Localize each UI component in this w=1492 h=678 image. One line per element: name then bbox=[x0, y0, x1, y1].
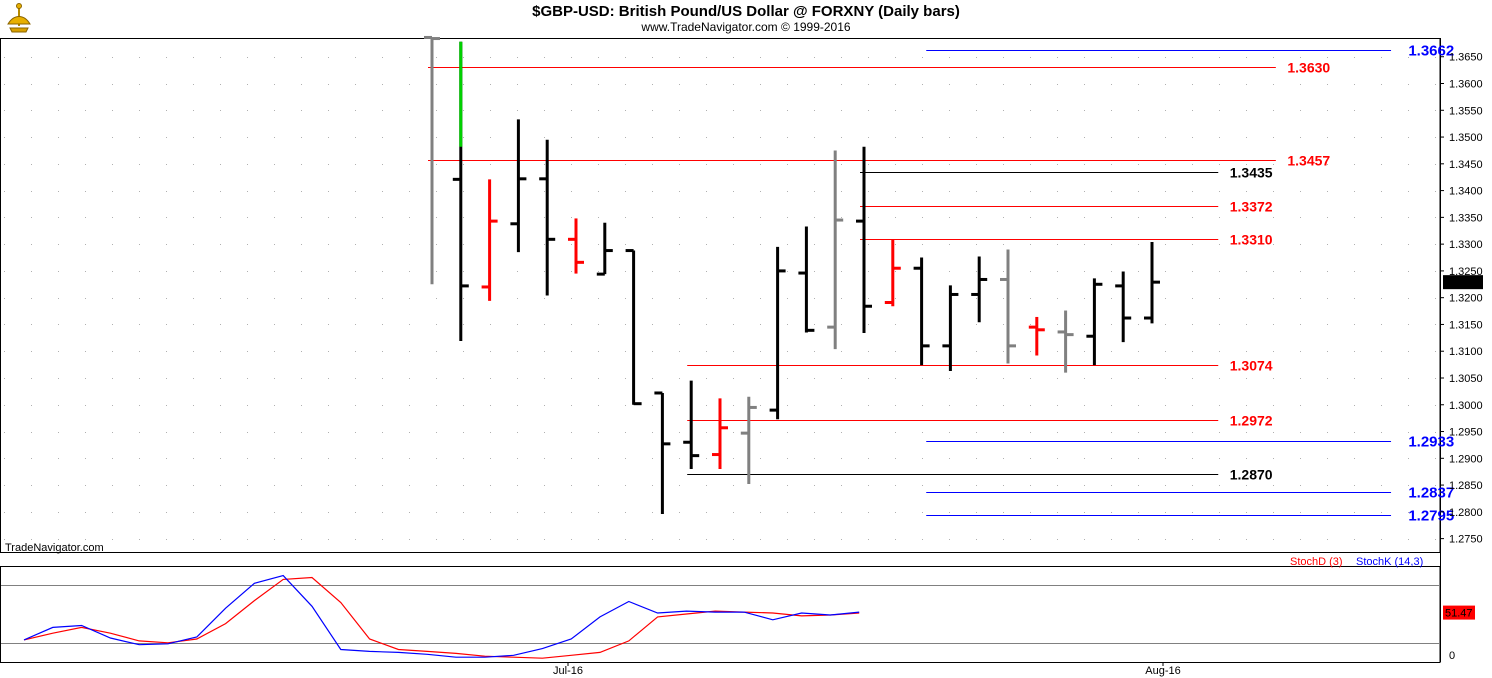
level-label: 1.3310 bbox=[1230, 232, 1273, 248]
stoch-k-line bbox=[23, 574, 860, 658]
price-tick-label: 1.2800 bbox=[1449, 507, 1483, 519]
price-tick-label: 1.3150 bbox=[1449, 319, 1483, 331]
level-label: 1.3457 bbox=[1287, 153, 1330, 169]
chart-title: $GBP-USD: British Pound/US Dollar @ FORX… bbox=[532, 3, 960, 20]
x-tick-label: Aug-16 bbox=[1145, 665, 1180, 677]
level-label: 1.2837 bbox=[1408, 485, 1454, 502]
last-price-label: 1.3229 bbox=[1445, 277, 1479, 289]
date-x-axis: Jul-16 Aug-16 bbox=[553, 662, 1181, 677]
fib-levels: 1.3662 1.3630 1.3457 1.3435 1.3372 1.3310 1.30… bbox=[428, 43, 1454, 525]
price-tick-label: 1.3650 bbox=[1449, 52, 1483, 64]
watermark-text: TradeNavigator.com bbox=[5, 542, 104, 554]
price-panel-frame bbox=[0, 38, 1441, 662]
stoch-series bbox=[23, 574, 860, 659]
trade-navigator-logo-icon bbox=[7, 3, 31, 33]
price-tick-label: 1.3000 bbox=[1449, 400, 1483, 412]
price-tick-label: 1.3100 bbox=[1449, 346, 1483, 358]
stoch-y-axis: 051.47 bbox=[1443, 605, 1475, 662]
price-tick-label: 1.3300 bbox=[1449, 239, 1483, 251]
chart-subtitle: www.TradeNavigator.com © 1999-2016 bbox=[641, 20, 851, 34]
stoch-value-label: 51.47 bbox=[1445, 608, 1473, 620]
price-tick-label: 1.2850 bbox=[1449, 480, 1483, 492]
x-tick-label: Jul-16 bbox=[553, 665, 583, 677]
stoch-panel-frame: StochD (3) StochK (14,3) bbox=[0, 556, 1441, 663]
price-tick-label: 1.2750 bbox=[1449, 534, 1483, 546]
price-y-axis: 1.3650 1.3600 1.3550 1.3500 1.3450 1.3400 1.33… bbox=[1440, 52, 1483, 546]
price-tick-label: 1.2900 bbox=[1449, 453, 1483, 465]
level-label: 1.3372 bbox=[1230, 199, 1273, 215]
stoch-tick-label: 0 bbox=[1449, 650, 1455, 662]
last-price-tag bbox=[1443, 275, 1483, 290]
level-label: 1.3630 bbox=[1287, 60, 1330, 76]
stoch-d-line bbox=[23, 576, 860, 659]
price-tick-label: 1.2950 bbox=[1449, 427, 1483, 439]
price-tick-label: 1.3500 bbox=[1449, 132, 1483, 144]
price-tick-label: 1.3250 bbox=[1449, 266, 1483, 278]
ohlc-bars bbox=[424, 35, 1160, 514]
price-panel-border bbox=[0, 38, 1441, 553]
level-label: 1.3074 bbox=[1230, 358, 1273, 374]
stoch-k-legend: StochK (14,3) bbox=[1356, 556, 1423, 568]
chart-header: $GBP-USD: British Pound/US Dollar @ FORX… bbox=[0, 0, 1492, 38]
level-label: 1.2795 bbox=[1408, 508, 1454, 525]
price-tick-label: 1.3350 bbox=[1449, 212, 1483, 224]
level-label: 1.2933 bbox=[1408, 434, 1454, 451]
level-label: 1.3435 bbox=[1230, 165, 1273, 181]
price-tick-label: 1.3450 bbox=[1449, 159, 1483, 171]
price-tick-label: 1.3550 bbox=[1449, 105, 1483, 117]
stoch-d-legend: StochD (3) bbox=[1290, 556, 1343, 568]
level-label: 1.3662 bbox=[1408, 43, 1454, 60]
price-tick-label: 1.3200 bbox=[1449, 293, 1483, 305]
level-label: 1.2870 bbox=[1230, 467, 1273, 483]
stoch-value-tag bbox=[1443, 605, 1475, 620]
price-tick-label: 1.3600 bbox=[1449, 79, 1483, 91]
stoch-panel-border bbox=[0, 566, 1441, 663]
price-tick-label: 1.3050 bbox=[1449, 373, 1483, 385]
price-tick-label: 1.3400 bbox=[1449, 186, 1483, 198]
level-label: 1.2972 bbox=[1230, 413, 1273, 429]
